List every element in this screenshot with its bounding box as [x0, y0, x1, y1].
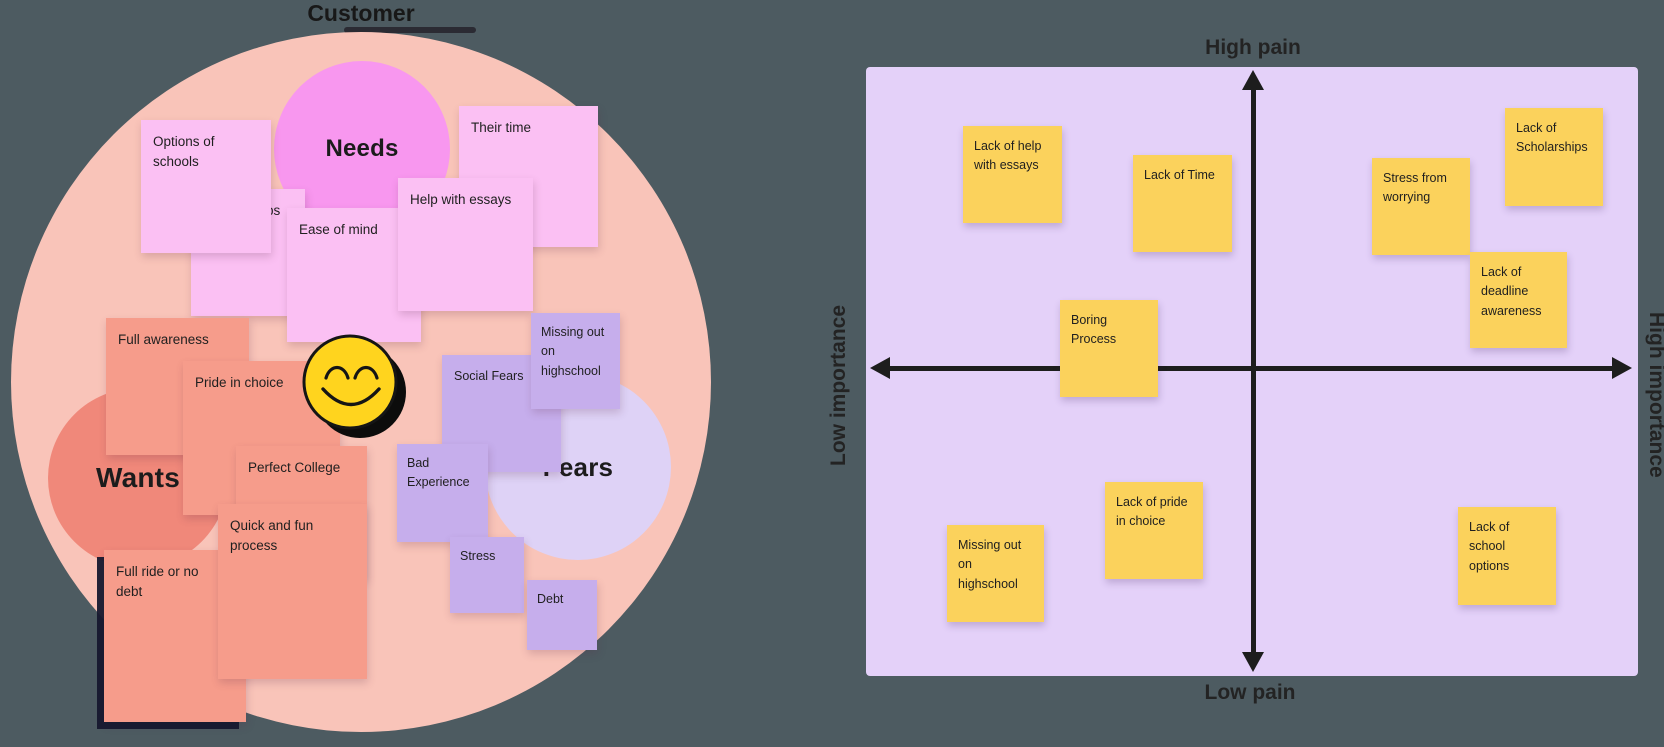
arrowhead-down-icon — [1242, 652, 1264, 672]
vertical-axis[interactable] — [1251, 84, 1256, 658]
sticky-note-lack-of-school-options[interactable]: Lack of school options — [1458, 507, 1556, 605]
sticky-note-boring-process[interactable]: Boring Process — [1060, 300, 1158, 397]
sticky-note-help-with-essays[interactable]: Help with essays — [398, 178, 533, 311]
sticky-note-lack-of-help-with-essays[interactable]: Lack of help with essays — [963, 126, 1062, 223]
arrowhead-up-icon — [1242, 70, 1264, 90]
horizontal-axis[interactable] — [886, 366, 1616, 371]
sticky-note-stress-from-worrying[interactable]: Stress from worrying — [1372, 158, 1470, 255]
sticky-note-quick-and-fun-process[interactable]: Quick and fun process — [218, 504, 367, 679]
smiley-face-icon[interactable] — [300, 332, 410, 442]
sticky-note-stress[interactable]: Stress — [450, 537, 524, 613]
sticky-note-lack-of-time[interactable]: Lack of Time — [1133, 155, 1232, 252]
axis-label-high-pain[interactable]: High pain — [1205, 36, 1301, 59]
sticky-note-debt[interactable]: Debt — [527, 580, 597, 650]
arrowhead-right-icon — [1612, 357, 1632, 379]
sticky-note-lack-of-pride-in-choice[interactable]: Lack of pride in choice — [1105, 482, 1203, 579]
arrowhead-left-icon — [870, 357, 890, 379]
sticky-note-missing-out-on-highschool-yellow[interactable]: Missing out on highschool — [947, 525, 1044, 622]
hidden-text-sliver — [344, 27, 476, 33]
sticky-note-options-of-schools[interactable]: Options of schools — [141, 120, 271, 253]
sticky-note-bad-experience[interactable]: Bad Experience — [397, 444, 488, 542]
needs-label: Needs — [325, 135, 399, 162]
wants-label: Wants — [96, 462, 180, 493]
board-title[interactable]: Customer — [307, 0, 415, 26]
axis-label-low-pain[interactable]: Low pain — [1204, 681, 1296, 704]
sticky-note-missing-out-on-highschool[interactable]: Missing out on highschool — [531, 313, 620, 409]
axis-label-low-importance[interactable]: Low importance — [827, 304, 850, 466]
sticky-note-lack-of-scholarships[interactable]: Lack of Scholarships — [1505, 108, 1603, 206]
axis-label-high-importance[interactable]: High importance — [1645, 312, 1664, 478]
sticky-note-lack-of-deadline-awareness[interactable]: Lack of deadline awareness — [1470, 252, 1567, 348]
